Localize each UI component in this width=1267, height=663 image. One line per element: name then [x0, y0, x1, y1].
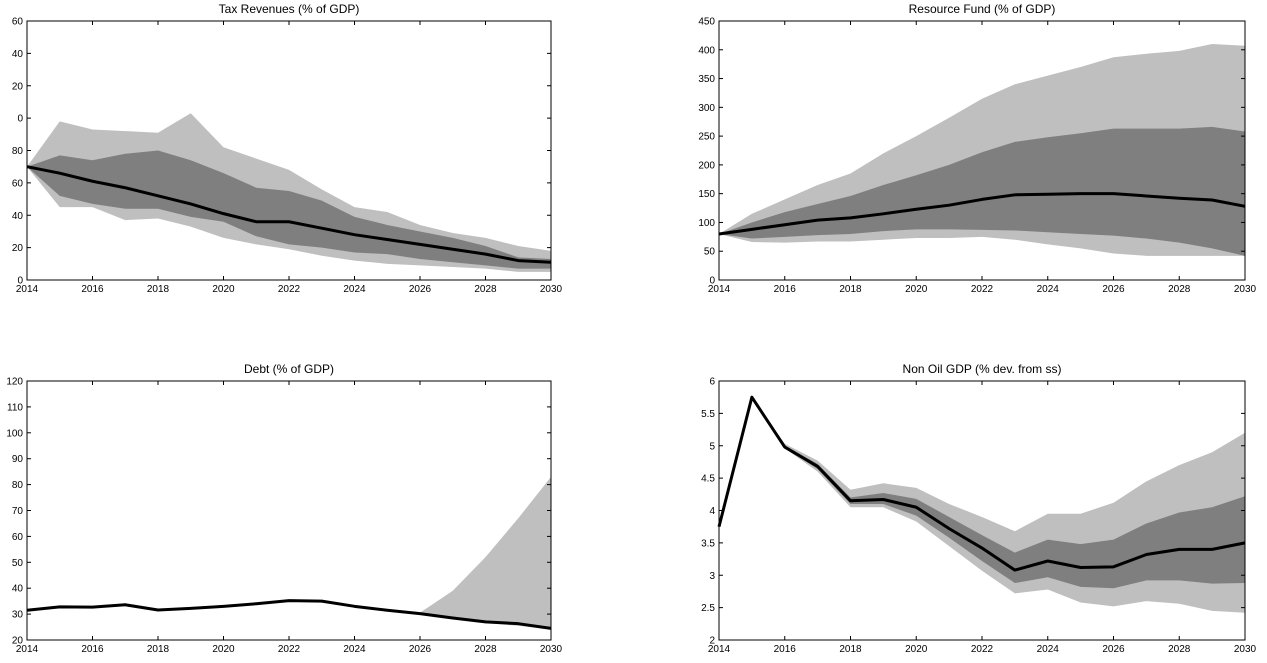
tax-revenues-x-tick-label: 2020: [212, 284, 235, 295]
tax-revenues-chart-title: Tax Revenues (% of GDP): [219, 2, 360, 16]
debt-median-line: [26, 599, 552, 630]
debt-chart: 2014 2016 2018 2020 2022 2024 2026 2028 20302030…: [6, 362, 562, 655]
resource-fund-chart: 2014 2016 2018 2020 2022 2024 2026 2028 2030 0 50 1…: [698, 2, 1256, 295]
resource-fund-y-tick-label: 300: [698, 103, 715, 114]
non-oil-gdp-median-line: [717, 395, 1246, 572]
debt-y-tick-label: 50: [12, 558, 24, 569]
resource-fund-inner-band: [719, 126, 1245, 256]
tax-revenues-x-tick-label: 2030: [540, 284, 563, 295]
non-oil-gdp-x-tick-label: 2030: [1234, 644, 1257, 655]
debt-y-tick-label: 80: [12, 480, 24, 491]
resource-fund-x-tick-label: 2016: [774, 284, 797, 295]
non-oil-gdp-outer-band: [719, 397, 1245, 613]
resource-fund-median-line: [718, 192, 1246, 236]
tax-revenues-x-tick-label: 2024: [343, 284, 366, 295]
tax-revenues-y-tick-label: 60: [12, 178, 24, 189]
tax-revenues-x-tick-label: 2022: [278, 284, 301, 295]
tax-revenues-y-tick-label: 40: [12, 49, 24, 60]
resource-fund-y-tick-label: 450: [698, 17, 715, 28]
debt-y-tick-label: 40: [12, 584, 24, 595]
debt-y-tick-label: 30: [12, 610, 24, 621]
debt-y-tick-label: 120: [6, 377, 23, 388]
debt-x-tick-label: 2018: [147, 644, 170, 655]
debt-x-tick-label: 2030: [540, 644, 563, 655]
tax-revenues-chart: 2014 2016 2018 2020 2022 2024 2026 2028 2030 0 20 4…: [12, 2, 563, 295]
tax-revenues-y-tick-label: 0: [17, 276, 23, 287]
resource-fund-y-tick-label: 0: [709, 276, 715, 287]
debt-y-tick-label: 20: [12, 636, 24, 647]
resource-fund-y-tick-label: 200: [698, 160, 715, 171]
tax-revenues-y-tick-label: 60: [12, 17, 24, 28]
tax-revenues-y-tick-label: 20: [12, 243, 24, 254]
tax-revenues-x-tick-label: 2028: [474, 284, 497, 295]
resource-fund-x-tick-label: 2028: [1168, 284, 1191, 295]
resource-fund-x-tick-label: 2024: [1037, 284, 1060, 295]
debt-x-tick-label: 2028: [474, 644, 497, 655]
non-oil-gdp-y-tick-label: 4.5: [701, 474, 715, 485]
tax-revenues-x-tick-label: 2026: [409, 284, 432, 295]
non-oil-gdp-y-tick-label: 2: [709, 636, 715, 647]
debt-x-tick-label: 2020: [212, 644, 235, 655]
debt-y-tick-label: 70: [12, 506, 24, 517]
resource-fund-y-tick-label: 250: [698, 132, 715, 143]
resource-fund-y-tick-label: 150: [698, 189, 715, 200]
resource-fund-y-tick-label: 350: [698, 74, 715, 85]
debt-outer-band: [27, 476, 551, 630]
resource-fund-chart-title: Resource Fund (% of GDP): [909, 2, 1056, 16]
debt-x-tick-label: 2016: [81, 644, 104, 655]
non-oil-gdp-y-tick-label: 5.5: [701, 409, 715, 420]
non-oil-gdp-y-tick-label: 4: [709, 506, 715, 517]
debt-y-tick-label: 90: [12, 454, 24, 465]
non-oil-gdp-chart: 2014 2016 2018 2020 2022 2024 2026 2028 2030 2 2.5…: [701, 362, 1256, 655]
non-oil-gdp-y-tick-label: 6: [709, 377, 715, 388]
non-oil-gdp-x-tick-label: 2014: [708, 644, 731, 655]
tax-revenues-y-tick-label: 40: [12, 211, 24, 222]
non-oil-gdp-x-tick-label: 2016: [774, 644, 797, 655]
debt-y-tick-label: 60: [12, 532, 24, 543]
tax-revenues-x-tick-label: 2018: [147, 284, 170, 295]
tax-revenues-x-tick-label: 2014: [16, 284, 39, 295]
tax-revenues-y-tick-label: 80: [12, 146, 24, 157]
non-oil-gdp-y-tick-label: 5: [709, 441, 715, 452]
non-oil-gdp-x-tick-label: 2018: [839, 644, 862, 655]
debt-y-tick-label: 100: [6, 428, 23, 439]
tax-revenues-y-tick-label: 0: [17, 114, 23, 125]
resource-fund-x-tick-label: 2014: [708, 284, 731, 295]
non-oil-gdp-inner-band: [719, 397, 1245, 589]
debt-x-tick-label: 2026: [409, 644, 432, 655]
resource-fund-y-tick-label: 50: [704, 247, 716, 258]
non-oil-gdp-x-tick-label: 2020: [905, 644, 928, 655]
non-oil-gdp-x-tick-label: 2022: [971, 644, 994, 655]
debt-chart-title: Debt (% of GDP): [244, 362, 334, 376]
resource-fund-x-tick-label: 2030: [1234, 284, 1257, 295]
tax-revenues-median-line: [26, 165, 552, 264]
non-oil-gdp-y-tick-label: 2.5: [701, 603, 715, 614]
non-oil-gdp-y-tick-label: 3.5: [701, 538, 715, 549]
debt-x-tick-label: 2024: [343, 644, 366, 655]
resource-fund-y-tick-label: 100: [698, 218, 715, 229]
resource-fund-x-tick-label: 2018: [839, 284, 862, 295]
tax-revenues-y-tick-label: 20: [12, 81, 24, 92]
resource-fund-y-tick-label: 400: [698, 45, 715, 56]
non-oil-gdp-x-tick-label: 2026: [1102, 644, 1125, 655]
resource-fund-x-tick-label: 2020: [905, 284, 928, 295]
debt-y-tick-label: 110: [7, 402, 23, 413]
non-oil-gdp-chart-title: Non Oil GDP (% dev. from ss): [903, 362, 1062, 376]
resource-fund-x-tick-label: 2022: [971, 284, 994, 295]
non-oil-gdp-x-tick-label: 2024: [1037, 644, 1060, 655]
non-oil-gdp-x-tick-label: 2028: [1168, 644, 1191, 655]
non-oil-gdp-y-tick-label: 3: [709, 571, 715, 582]
tax-revenues-inner-band: [27, 150, 551, 269]
debt-x-tick-label: 2022: [278, 644, 301, 655]
debt-x-tick-label: 2014: [16, 644, 39, 655]
tax-revenues-x-tick-label: 2016: [81, 284, 104, 295]
resource-fund-x-tick-label: 2026: [1102, 284, 1125, 295]
